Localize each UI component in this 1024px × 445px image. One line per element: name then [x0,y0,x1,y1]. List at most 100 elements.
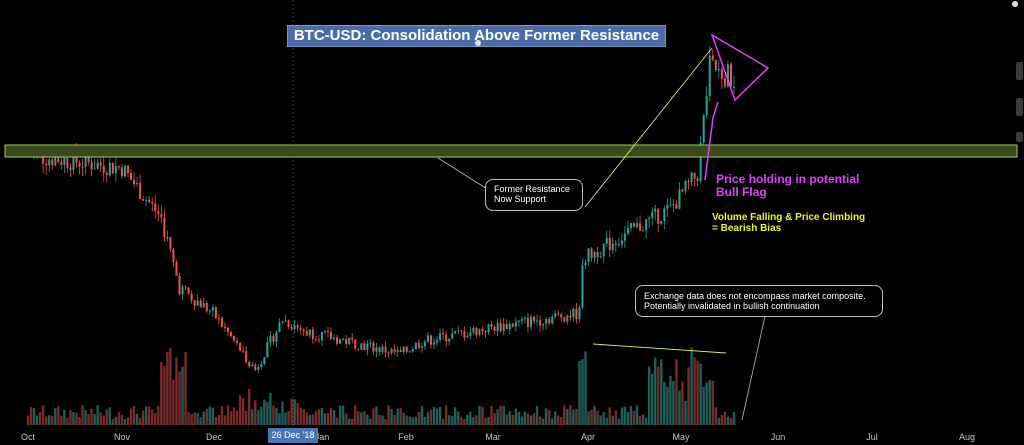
volume-bar [602,412,605,425]
candle-body [493,326,496,332]
volume-bar [351,418,354,425]
candle-body [629,223,632,228]
x-tick-nov: Nov [113,432,131,442]
candle-body [314,339,317,341]
scale-button-2[interactable] [1016,98,1023,116]
volume-bar [699,363,702,425]
volume-bars [26,347,736,425]
volume-bar [726,416,730,425]
candle-body [272,335,275,342]
candle-body [636,223,639,227]
candle-body [520,318,523,321]
volume-bar [654,357,657,425]
volume-bar [299,407,302,425]
candle-body [678,189,681,209]
candle-body [648,217,651,220]
candle-body [384,346,387,353]
volume-bar [438,406,442,425]
candle-body [663,208,666,221]
candle-body [190,293,193,301]
volume-bar [493,413,496,425]
candle-body [199,300,202,308]
candle-body [451,333,454,339]
candle-body [439,332,442,341]
volume-bar [575,408,578,425]
volume-bar [423,416,427,425]
volume-bar [335,417,339,425]
candle-body [151,202,154,204]
volume-bias-label: Volume Falling & Price Climbing = Bearis… [712,212,865,234]
candle-body [363,343,366,351]
volume-bar [572,409,575,425]
volume-bar [66,417,69,425]
candle-body [605,237,608,244]
volume-bar [369,418,372,425]
candle-body [502,323,505,332]
support-callout: Former Resistance Now Support [485,179,583,211]
volume-bar [75,412,78,425]
volume-bar [417,411,421,425]
volume-bar [632,410,636,425]
candle-body [548,318,551,324]
volume-bar [693,357,696,425]
volume-bar [217,415,221,425]
candle-body [193,300,196,306]
candle-body [120,167,123,177]
volume-bar [311,414,315,425]
volume-bar [432,406,436,425]
candle-body [345,338,348,345]
scale-button-3[interactable] [1016,132,1023,142]
volume-bar [529,415,533,425]
volume-bar [496,409,499,425]
volume-bar [41,405,45,425]
volume-bar [523,411,527,425]
price-trend-line [584,47,713,208]
candle-body [284,320,287,322]
title-anchor-dot[interactable] [475,40,481,46]
volume-bar [460,416,463,425]
volume-bar [617,418,621,425]
candle-body [66,157,69,168]
bull-flag-pennant [710,33,770,102]
candle-body [726,64,729,87]
candle-body [454,331,457,334]
candle-body [593,251,596,258]
candle-body [475,327,478,336]
volume-bar [635,405,639,425]
candle-body [242,350,245,352]
candle-body [569,315,572,318]
candle-body [708,55,711,97]
candle-body [687,180,690,183]
candle-body [417,342,420,348]
candle-body [236,340,239,343]
volume-bar [54,408,57,425]
scale-button-1[interactable] [1016,62,1023,80]
candle-body [684,180,687,192]
candle-body [711,55,714,60]
volume-bar [238,395,242,425]
candle-body [539,320,542,326]
candle-body [575,308,578,320]
volume-bar [99,412,102,425]
volume-bar [72,412,75,425]
volume-bar [451,416,454,425]
volume-bar [69,409,72,425]
volume-bar [344,413,348,425]
candle-body [369,342,372,344]
x-tick-mar: Mar [485,432,501,442]
candle-body [590,248,593,258]
candle-body [357,348,360,350]
candle-body [84,154,87,168]
volume-bar [584,351,587,425]
candle-body [481,328,484,332]
volume-bar [160,361,163,425]
volume-bar [141,410,145,425]
candle-body [666,204,669,209]
top-right-handle-dot[interactable] [1012,1,1018,7]
candle-body [160,214,163,218]
volume-bar [51,415,54,425]
volume-bar [566,408,569,425]
candle-body [614,243,617,245]
volume-bar [154,413,157,425]
